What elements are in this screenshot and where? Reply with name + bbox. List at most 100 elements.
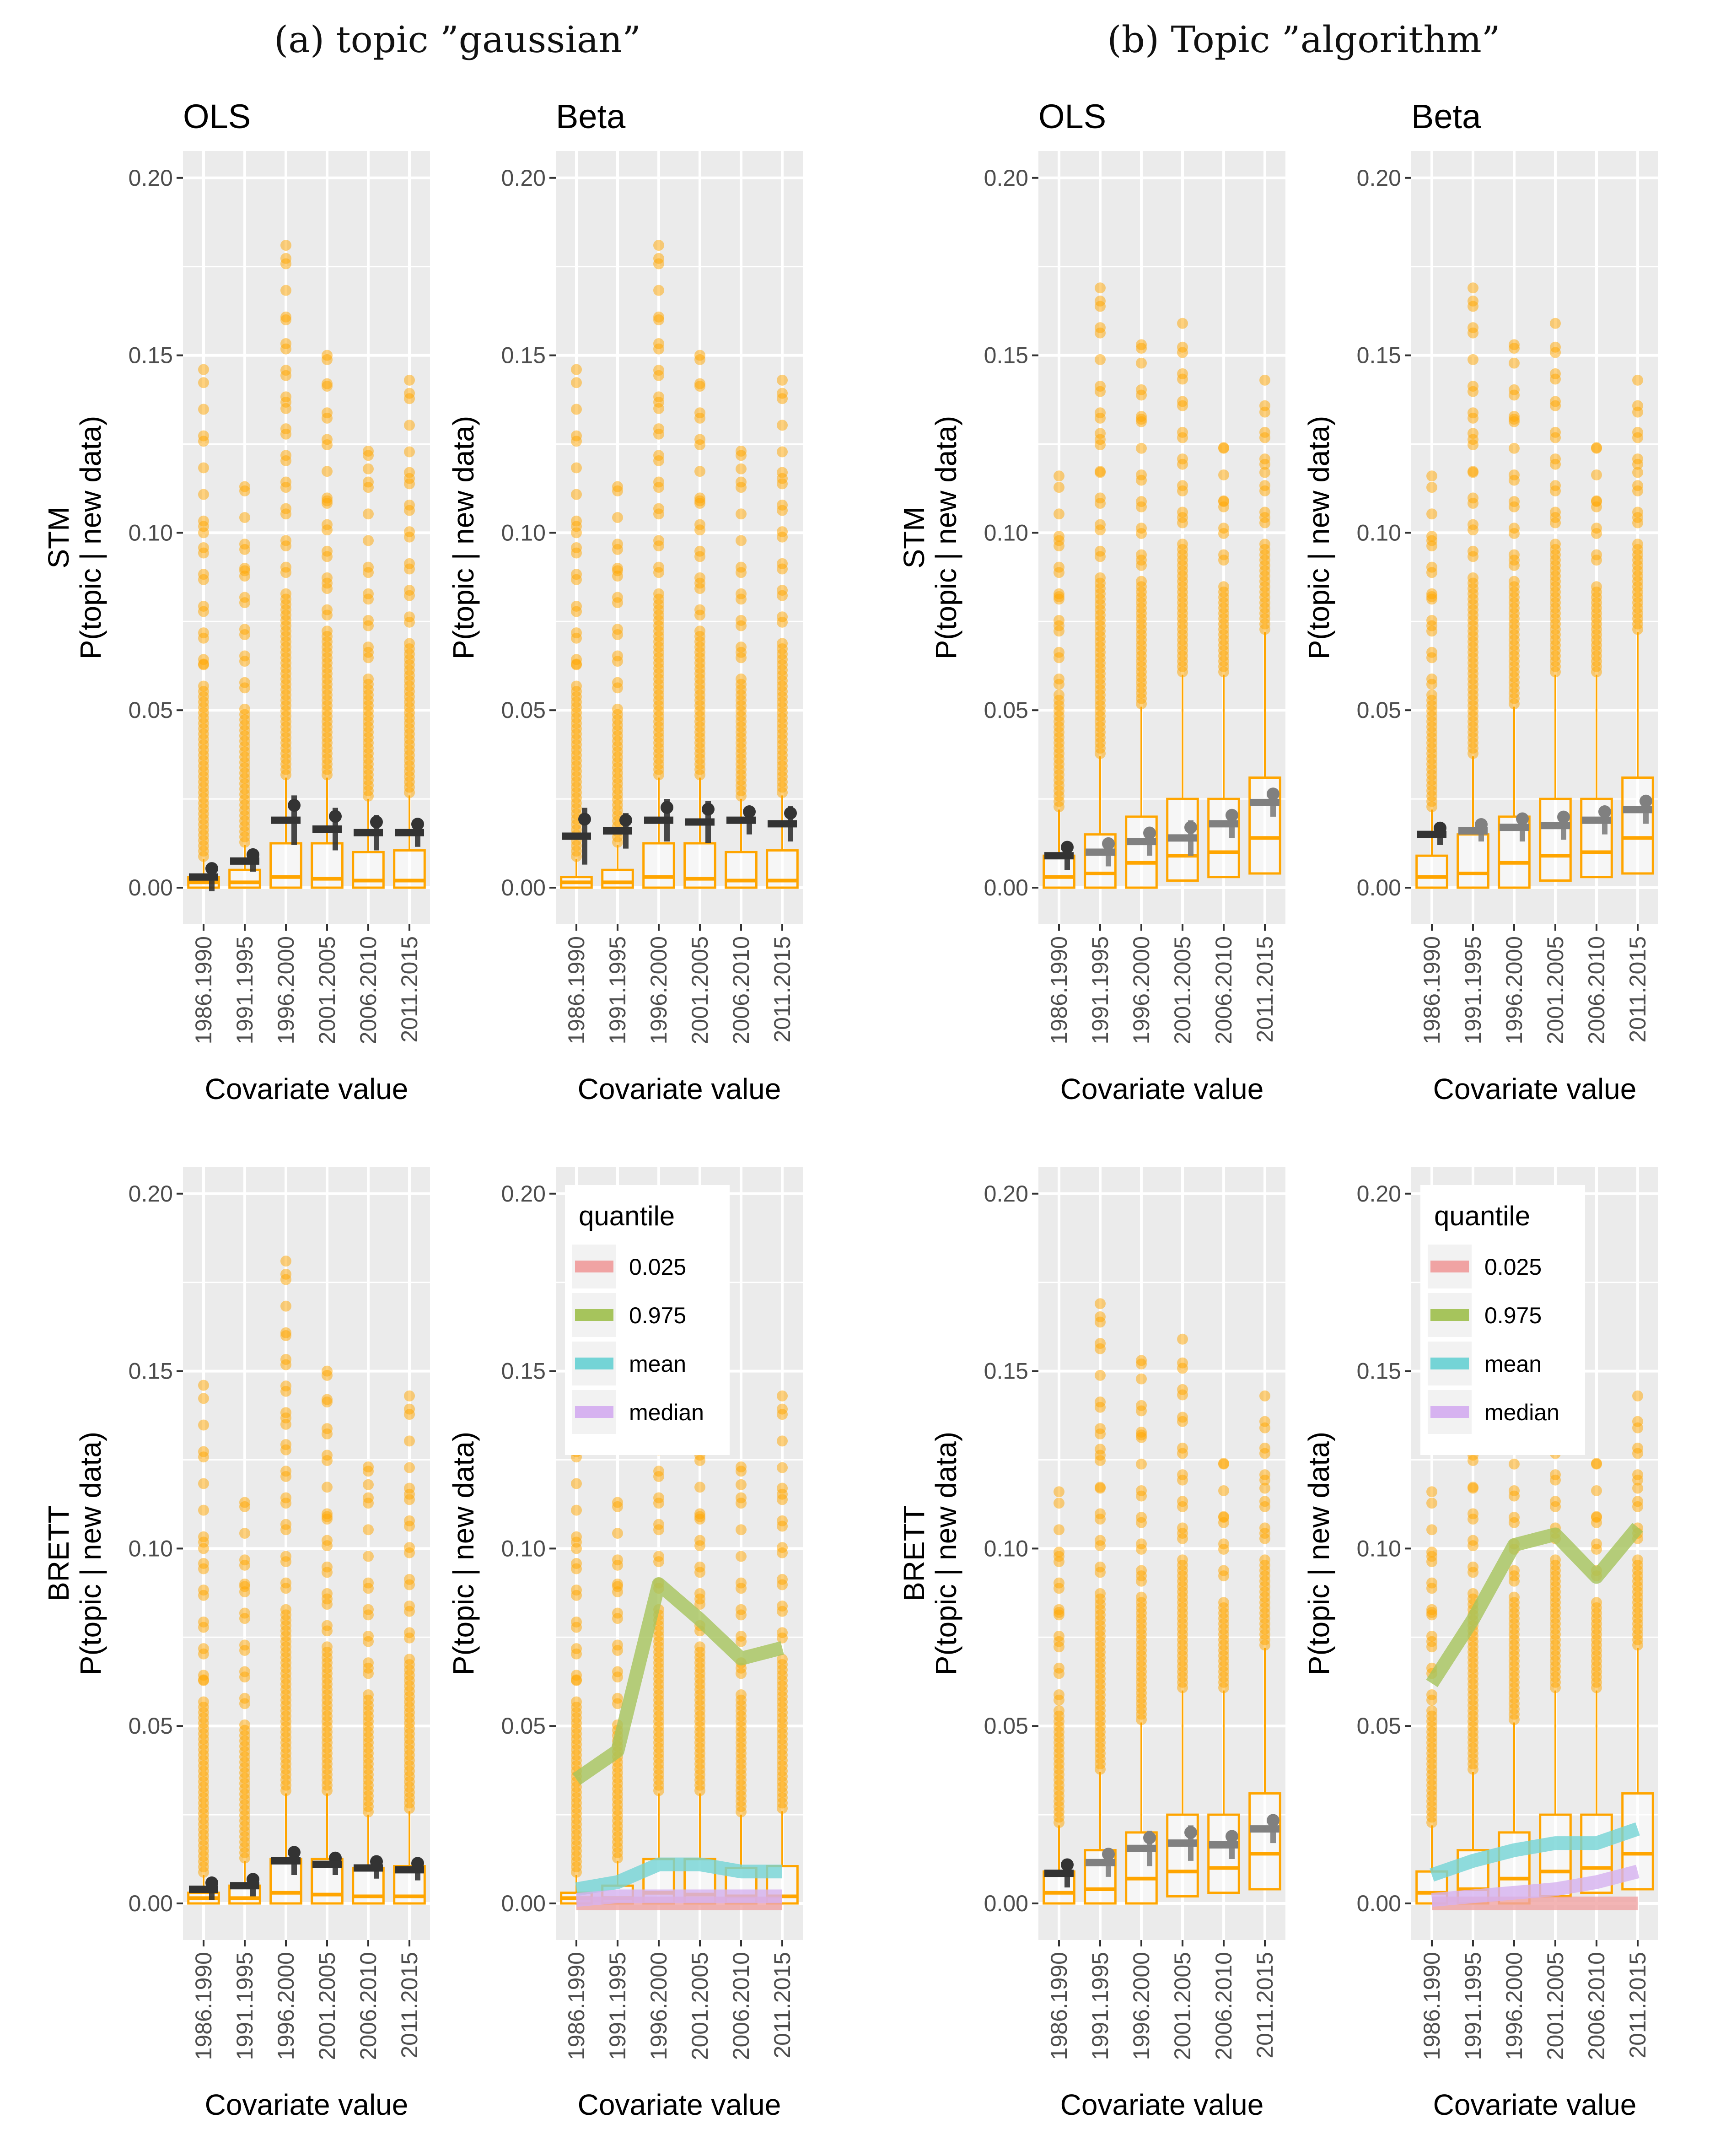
outlier-point bbox=[1632, 374, 1643, 386]
x-tick-label: 2011.2015 bbox=[397, 936, 422, 1043]
outlier-point bbox=[1632, 1422, 1643, 1434]
outlier-point bbox=[653, 338, 664, 349]
outlier-point bbox=[404, 1542, 415, 1553]
outlier-point bbox=[1632, 467, 1643, 478]
outlier-point bbox=[1509, 523, 1520, 534]
outlier-point bbox=[612, 1692, 623, 1704]
outlier-point bbox=[363, 1524, 374, 1536]
panel-algo-brett-beta: 0.00 0.05 0.10 0.15 0.20 1986.1990 1991.1995 19… bbox=[1302, 1167, 1658, 2121]
y-axis-title: P(topic | new data) bbox=[930, 1432, 962, 1675]
outlier-point bbox=[1550, 368, 1561, 379]
panel-title: OLS bbox=[1038, 97, 1106, 135]
outlier-point bbox=[280, 403, 291, 414]
outlier-point bbox=[363, 1577, 374, 1589]
y-tick-label: 0.00 bbox=[984, 1891, 1028, 1916]
y-tick-label: 0.05 bbox=[984, 697, 1028, 723]
x-tick-label: 2011.2015 bbox=[1625, 1952, 1650, 2059]
outlier-point bbox=[1095, 1369, 1106, 1381]
outlier-point bbox=[1426, 1577, 1437, 1589]
outlier-point bbox=[1218, 1511, 1229, 1522]
outlier-point bbox=[571, 680, 582, 692]
outlier-point bbox=[198, 527, 209, 539]
outlier-point bbox=[694, 495, 705, 507]
outlier-point bbox=[1054, 561, 1064, 573]
outlier-points bbox=[1591, 1458, 1602, 1693]
outlier-point bbox=[1632, 406, 1643, 418]
outlier-point bbox=[1177, 1469, 1188, 1481]
outlier-point bbox=[571, 627, 582, 639]
outlier-points bbox=[404, 374, 415, 798]
outlier-point bbox=[1095, 428, 1106, 439]
outlier-point bbox=[198, 404, 209, 415]
outlier-point bbox=[404, 638, 415, 649]
outlier-point bbox=[1177, 1496, 1188, 1507]
marker-point bbox=[288, 1846, 301, 1859]
outlier-point bbox=[1136, 414, 1147, 425]
outlier-point bbox=[1177, 1357, 1188, 1369]
outlier-point bbox=[1509, 1512, 1520, 1523]
outlier-point bbox=[1218, 495, 1229, 507]
outlier-points bbox=[1218, 1458, 1229, 1693]
outlier-point bbox=[404, 420, 415, 431]
outlier-point bbox=[1177, 426, 1188, 438]
outlier-point bbox=[653, 588, 664, 599]
y-tick-label: 0.05 bbox=[501, 697, 546, 723]
section-title-b: (b) Topic ”algorithm” bbox=[1107, 18, 1500, 61]
outlier-point bbox=[571, 569, 582, 580]
outlier-point bbox=[1136, 576, 1147, 587]
outlier-point bbox=[571, 1504, 582, 1516]
outlier-point bbox=[777, 1654, 788, 1665]
outlier-point bbox=[1509, 469, 1520, 480]
y-tick-label: 0.10 bbox=[984, 520, 1028, 545]
panel-background bbox=[1038, 151, 1285, 924]
x-tick-label: 1991.1995 bbox=[1087, 936, 1113, 1044]
outlier-point bbox=[198, 515, 209, 527]
outlier-point bbox=[363, 1479, 374, 1490]
outlier-point bbox=[239, 1719, 250, 1730]
outlier-point bbox=[1426, 1607, 1437, 1618]
outlier-point bbox=[1218, 469, 1229, 480]
y-tick-label: 0.10 bbox=[129, 520, 173, 545]
x-tick-label: 1996.2000 bbox=[273, 1952, 299, 2060]
outlier-point bbox=[363, 1657, 374, 1669]
outlier-point bbox=[612, 677, 623, 688]
outlier-points bbox=[777, 1390, 788, 1814]
outlier-point bbox=[404, 1462, 415, 1473]
outlier-point bbox=[404, 1482, 415, 1494]
outlier-points bbox=[653, 240, 664, 781]
x-axis-title: Covariate value bbox=[1433, 1073, 1637, 1105]
box bbox=[228, 868, 261, 889]
outlier-point bbox=[1468, 1561, 1478, 1573]
outlier-point bbox=[777, 585, 788, 596]
outlier-point bbox=[1136, 442, 1147, 454]
outlier-point bbox=[1426, 482, 1437, 493]
outlier-point bbox=[1177, 368, 1188, 379]
outlier-point bbox=[1259, 1482, 1270, 1494]
outlier-point bbox=[612, 1639, 623, 1651]
outlier-point bbox=[1177, 1412, 1188, 1423]
outlier-point bbox=[363, 1630, 374, 1642]
outlier-point bbox=[1095, 519, 1106, 530]
marker-point bbox=[661, 801, 673, 814]
y-tick-label: 0.10 bbox=[1357, 520, 1401, 545]
outlier-point bbox=[612, 1578, 623, 1590]
outlier-point bbox=[736, 476, 747, 488]
outlier-point bbox=[1218, 1565, 1229, 1576]
y-tick-label: 0.15 bbox=[501, 1358, 546, 1384]
outlier-point bbox=[1095, 572, 1106, 583]
outlier-point bbox=[1632, 507, 1643, 518]
outlier-point bbox=[1468, 322, 1478, 334]
outlier-point bbox=[571, 489, 582, 500]
box bbox=[601, 868, 634, 889]
outlier-point bbox=[1136, 469, 1147, 480]
outlier-point bbox=[322, 466, 333, 477]
outlier-point bbox=[239, 624, 250, 635]
outlier-point bbox=[280, 314, 291, 326]
outlier-point bbox=[694, 1561, 705, 1573]
outlier-point bbox=[736, 614, 747, 626]
outlier-point bbox=[239, 481, 250, 492]
outlier-point bbox=[404, 526, 415, 538]
outlier-point bbox=[1136, 357, 1147, 369]
outlier-points bbox=[571, 364, 582, 862]
outlier-point bbox=[1095, 1535, 1106, 1546]
